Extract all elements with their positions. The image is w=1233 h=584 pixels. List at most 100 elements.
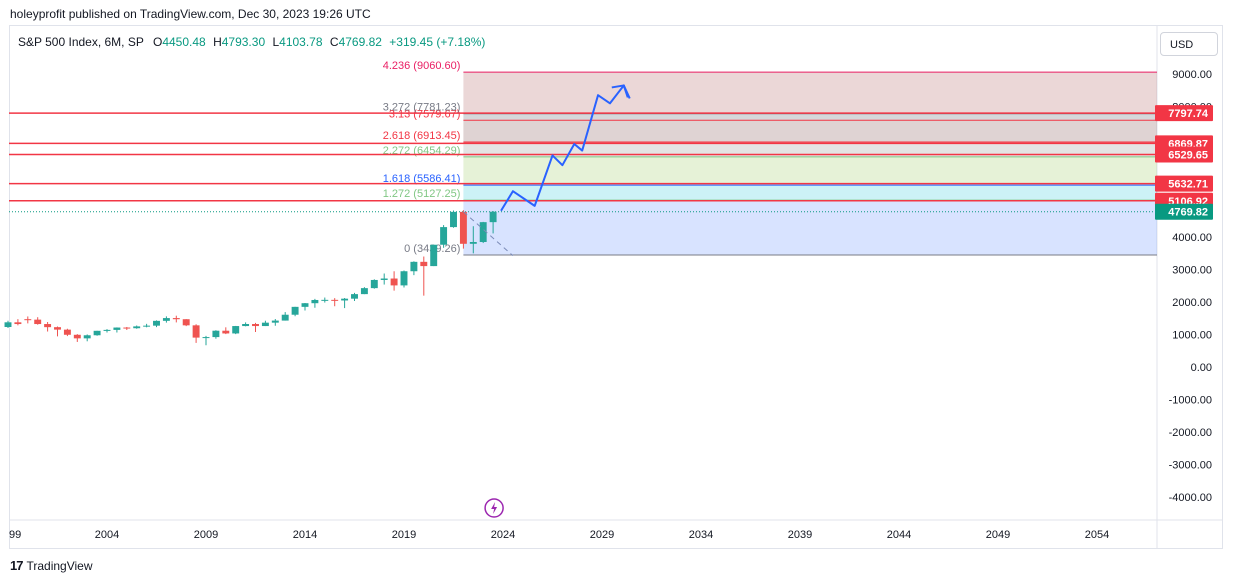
candle-body	[351, 294, 358, 299]
candle-body	[14, 322, 22, 325]
price-tag	[1155, 146, 1213, 163]
candle-body	[113, 327, 121, 330]
fib-zone-0	[463, 200, 1157, 256]
candle-body	[469, 242, 477, 244]
candle-body	[400, 271, 408, 286]
fib-level-label: 3.272 (7781.23)	[383, 102, 461, 114]
candle-body	[331, 299, 339, 301]
low-label: L	[272, 35, 280, 49]
footer-brand: 17 TradingView	[10, 558, 93, 573]
candle-body	[440, 227, 448, 245]
chart-frame	[9, 25, 1223, 549]
candle-body	[252, 324, 259, 327]
candle-body	[291, 306, 299, 315]
candle-body	[370, 279, 378, 289]
high-value: 4793.30	[221, 35, 266, 49]
fib-level-label: 1.272 (5127.25)	[383, 188, 461, 200]
fib-level-label: 1.618 (5586.41)	[383, 173, 461, 185]
lightning-icon	[484, 498, 504, 518]
tradingview-logo-icon: 17	[10, 558, 24, 573]
candle-body	[34, 319, 42, 325]
open-label: O	[152, 35, 163, 49]
candle-body	[380, 278, 388, 280]
candle-body	[83, 335, 91, 339]
price-tag	[1155, 105, 1213, 122]
time-tick-label: 2054	[1085, 529, 1109, 541]
fib-zone-4	[463, 120, 1157, 142]
currency-button[interactable]: USD	[1160, 32, 1218, 56]
candle-body	[143, 325, 151, 327]
price-tick-label: -4000.00	[1169, 492, 1212, 504]
candle-body	[390, 278, 398, 286]
fib-level-label: 4.236 (9060.60)	[383, 60, 461, 72]
time-tick-label: 2014	[293, 529, 317, 541]
price-tick-label: -2000.00	[1169, 427, 1212, 439]
candle-body	[123, 327, 131, 329]
fib-zone-2	[463, 156, 1157, 186]
candle-body	[430, 244, 438, 267]
candle-body	[212, 330, 220, 338]
time-tick-label: 2034	[689, 529, 713, 541]
candle-body	[63, 329, 71, 335]
candle-body	[321, 299, 329, 301]
lightning-bolt-shape	[491, 502, 498, 514]
candle-body	[271, 320, 279, 323]
publisher-caption: holeyprofit published on TradingView.com…	[10, 7, 371, 21]
candle-body	[261, 322, 269, 327]
time-tick-label: 2024	[491, 529, 515, 541]
time-tick-label: 2029	[590, 529, 614, 541]
candle-body	[73, 334, 81, 339]
candle-body	[459, 211, 467, 244]
candle-body	[93, 330, 101, 336]
candle-body	[360, 288, 368, 295]
high-label: H	[213, 35, 222, 49]
price-tick-label: 4000.00	[1172, 232, 1212, 244]
candle-body	[242, 324, 250, 327]
price-tick-label: 0.00	[1191, 362, 1212, 374]
candle-body	[222, 330, 230, 334]
candle-body	[162, 318, 170, 321]
price-tick-label: 9000.00	[1172, 69, 1212, 81]
time-tick-label: 2039	[788, 529, 812, 541]
fib-zone-6	[463, 72, 1157, 114]
price-tag-label: 7797.74	[1168, 108, 1209, 120]
fib-level-label: 3.13 (7579.67)	[389, 108, 461, 120]
candle-body	[133, 326, 141, 329]
price-tag-label: 4769.82	[1168, 207, 1208, 219]
price-tag-label: 5632.71	[1168, 179, 1208, 191]
candle-body	[311, 299, 319, 304]
close-label: C	[329, 35, 339, 49]
candle-body	[450, 211, 457, 228]
fib-zone-3	[463, 141, 1157, 157]
price-tick-label: 2000.00	[1172, 297, 1212, 309]
candle-body	[182, 319, 190, 326]
time-tick-label: 2004	[95, 529, 119, 541]
price-tick-label: 1000.00	[1172, 329, 1212, 341]
price-tag	[1155, 203, 1213, 220]
fib-zone-5	[463, 113, 1157, 121]
dashed-projection-line	[463, 211, 514, 257]
price-tick-label: -1000.00	[1169, 395, 1212, 407]
price-tick-label: -3000.00	[1169, 460, 1212, 472]
candle-body	[489, 211, 497, 223]
candle-body	[192, 325, 200, 338]
candle-body	[4, 322, 12, 327]
change-value: +319.45 (+7.18%)	[389, 35, 486, 49]
candle-body	[44, 324, 52, 328]
price-tick-label: 3000.00	[1172, 264, 1212, 276]
price-tag	[1155, 175, 1213, 192]
symbol-title: S&P 500 Index, 6M, SP	[18, 35, 144, 49]
candle-body	[172, 318, 180, 320]
candle-body	[202, 337, 210, 339]
candle-body	[232, 326, 240, 334]
low-value: 4103.78	[279, 35, 323, 49]
projection-path	[500, 84, 631, 212]
candle-body	[420, 261, 428, 267]
close-value: 4769.82	[338, 35, 382, 49]
fib-zone-1	[463, 185, 1157, 201]
candle-body	[341, 298, 349, 301]
projection-arrow-head	[611, 84, 629, 98]
symbol-legend: S&P 500 Index, 6M, SP O4450.48 H4793.30 …	[18, 35, 485, 49]
fib-level-label: 2.618 (6913.45)	[383, 130, 461, 142]
